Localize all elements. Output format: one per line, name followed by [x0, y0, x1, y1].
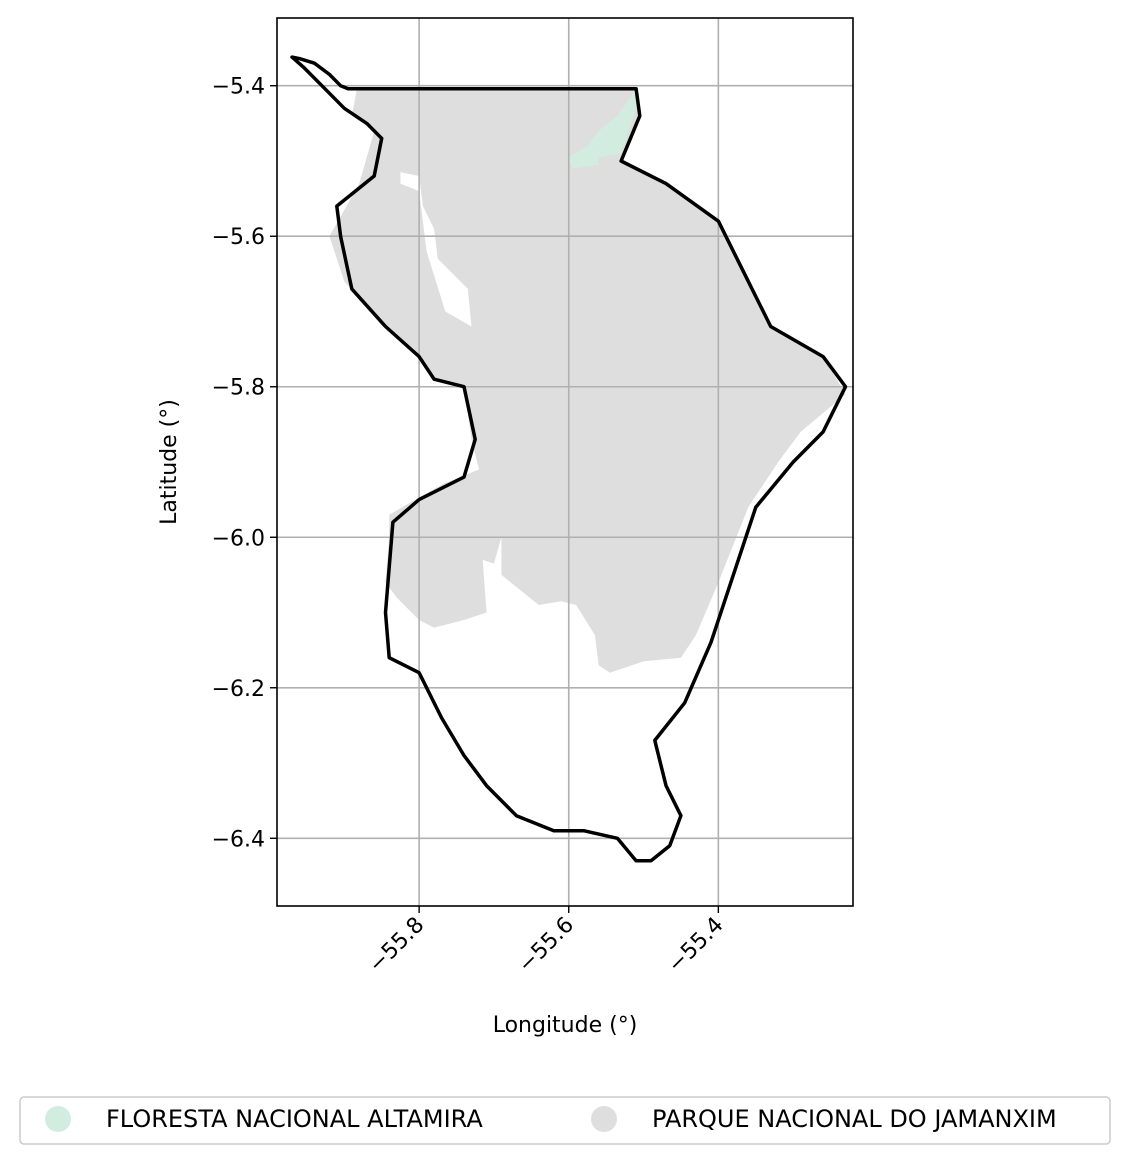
x-tick-label-2: −55.4: [663, 913, 728, 978]
x-tick-label-0: −55.8: [364, 913, 429, 978]
y-tick-label-2: −5.8: [212, 376, 265, 401]
legend: FLORESTA NACIONAL ALTAMIRA PARQUE NACION…: [19, 1096, 1111, 1145]
plot-frame: [276, 17, 854, 907]
y-tick-label-4: −6.2: [212, 677, 265, 702]
grid-lines: [277, 18, 853, 906]
area-parque-nacional-do-jamanxim-1: [400, 172, 472, 327]
x-tick-label-1: −55.6: [514, 913, 579, 978]
x-axis-label: Longitude (°): [493, 1013, 638, 1038]
area-parque-nacional-do-jamanxim-0: [329, 88, 846, 673]
boundary-layer: [290, 55, 848, 863]
y-axis-ticks: −5.4 −5.6 −5.8 −6.0 −6.2 −6.4: [212, 75, 277, 852]
legend-marker-floresta: [45, 1106, 71, 1132]
y-tick-label-1: −5.6: [212, 225, 265, 250]
x-axis-ticks: −55.8 −55.6 −55.4: [364, 906, 729, 978]
legend-marker-parque: [591, 1106, 617, 1132]
y-tick-label-5: −6.4: [212, 827, 265, 852]
municipality-boundary: [290, 55, 848, 863]
y-tick-label-0: −5.4: [212, 75, 265, 100]
legend-frame: [19, 1096, 1111, 1145]
legend-label-floresta: FLORESTA NACIONAL ALTAMIRA: [106, 1105, 483, 1133]
legend-label-parque: PARQUE NACIONAL DO JAMANXIM: [652, 1105, 1057, 1133]
y-axis-label: Latitude (°): [157, 399, 182, 525]
area-floresta-nacional-altamira-2: [568, 89, 637, 169]
y-tick-label-3: −6.0: [212, 526, 265, 551]
map-layers: [329, 88, 846, 673]
